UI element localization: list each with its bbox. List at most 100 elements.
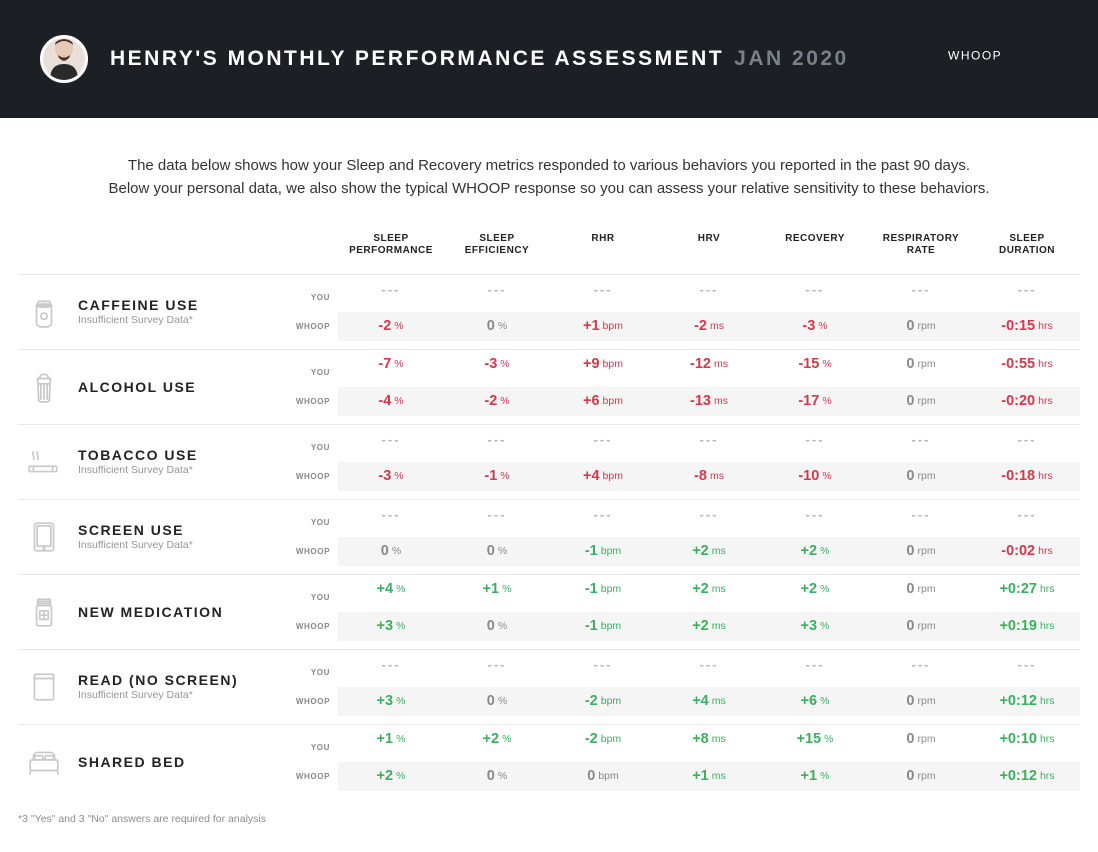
behavior-name: TOBACCO USE xyxy=(78,447,292,463)
data-cell: --- xyxy=(762,275,868,304)
data-cell: +6% xyxy=(762,687,868,716)
whoop-label: WHOOP xyxy=(292,762,330,790)
whoop-label: WHOOP xyxy=(292,387,330,415)
behavior-label-cell: CAFFEINE USEInsufficient Survey Data*YOU… xyxy=(18,275,338,349)
data-cell: --- xyxy=(656,500,762,529)
data-cell: --- xyxy=(656,650,762,679)
behavior-table: SLEEPPERFORMANCESLEEPEFFICIENCYRHRHRVREC… xyxy=(0,227,1098,809)
data-cell: 0% xyxy=(444,762,550,791)
row-label-column: YOUWHOOP xyxy=(292,658,338,716)
whoop-label: WHOOP xyxy=(292,537,330,565)
data-cell: -0:02hrs xyxy=(974,537,1080,566)
behavior-name: SCREEN USE xyxy=(78,522,292,538)
data-cell: +3% xyxy=(338,612,444,641)
behavior-name: SHARED BED xyxy=(78,754,292,770)
data-cell: --- xyxy=(762,425,868,454)
behavior-text: SHARED BED xyxy=(78,754,292,770)
data-cell: -2% xyxy=(444,387,550,416)
data-cell: --- xyxy=(550,275,656,304)
column-header: SLEEPDURATION xyxy=(974,233,1080,258)
data-cell: +2% xyxy=(762,537,868,566)
behavior-row: READ (NO SCREEN)Insufficient Survey Data… xyxy=(18,649,1080,724)
tablet-icon xyxy=(24,517,64,557)
data-cell: --- xyxy=(868,500,974,529)
data-cell: -7% xyxy=(338,350,444,379)
behavior-label-cell: TOBACCO USEInsufficient Survey Data*YOUW… xyxy=(18,425,338,499)
behavior-text: SCREEN USEInsufficient Survey Data* xyxy=(78,522,292,551)
data-cell: --- xyxy=(868,425,974,454)
data-cell: --- xyxy=(550,425,656,454)
you-label: YOU xyxy=(292,658,330,686)
behavior-row: TOBACCO USEInsufficient Survey Data*YOUW… xyxy=(18,424,1080,499)
row-label-column: YOUWHOOP xyxy=(292,283,338,341)
data-cell: +1% xyxy=(444,575,550,604)
page-date: JAN 2020 xyxy=(734,47,849,71)
behavior-label-cell: SCREEN USEInsufficient Survey Data*YOUWH… xyxy=(18,500,338,574)
column-header: SLEEPEFFICIENCY xyxy=(444,233,550,258)
data-cell: -3% xyxy=(338,462,444,491)
behavior-name: NEW MEDICATION xyxy=(78,604,292,620)
behavior-label-cell: READ (NO SCREEN)Insufficient Survey Data… xyxy=(18,650,338,724)
whoop-label: WHOOP xyxy=(292,612,330,640)
data-cell: -1bpm xyxy=(550,612,656,641)
data-cell: 0% xyxy=(444,612,550,641)
insufficient-data-note: Insufficient Survey Data* xyxy=(78,464,292,476)
behavior-row: CAFFEINE USEInsufficient Survey Data*YOU… xyxy=(18,274,1080,349)
behavior-row: NEW MEDICATIONYOUWHOOP+4%+1%-1bpm+2ms+2%… xyxy=(18,574,1080,649)
behavior-name: CAFFEINE USE xyxy=(78,297,292,313)
data-cell: --- xyxy=(550,500,656,529)
row-label-column: YOUWHOOP xyxy=(292,358,338,416)
data-cell: 0rpm xyxy=(868,312,974,341)
data-cell: --- xyxy=(338,275,444,304)
data-cell: +3% xyxy=(338,687,444,716)
data-cell: --- xyxy=(656,425,762,454)
data-cell: --- xyxy=(444,425,550,454)
you-label: YOU xyxy=(292,583,330,611)
data-cell: -2bpm xyxy=(550,687,656,716)
insufficient-data-note: Insufficient Survey Data* xyxy=(78,689,292,701)
column-header: RESPIRATORYRATE xyxy=(868,233,974,258)
data-cell: --- xyxy=(444,650,550,679)
insufficient-data-note: Insufficient Survey Data* xyxy=(78,539,292,551)
data-cell: -0:20hrs xyxy=(974,387,1080,416)
data-cell: 0rpm xyxy=(868,462,974,491)
data-cell: 0% xyxy=(444,537,550,566)
data-cell: 0rpm xyxy=(868,762,974,791)
insufficient-data-note: Insufficient Survey Data* xyxy=(78,314,292,326)
data-cell: +2% xyxy=(444,725,550,754)
footnote: *3 "Yes" and 3 "No" answers are required… xyxy=(0,809,1098,839)
whoop-label: WHOOP xyxy=(292,687,330,715)
data-cell: --- xyxy=(974,500,1080,529)
data-cell: -2ms xyxy=(656,312,762,341)
behavior-text: CAFFEINE USEInsufficient Survey Data* xyxy=(78,297,292,326)
data-cell: 0% xyxy=(338,537,444,566)
behavior-row: SHARED BEDYOUWHOOP+1%+2%-2bpm+8ms+15%0rp… xyxy=(18,724,1080,799)
data-cell: --- xyxy=(656,275,762,304)
data-cell: --- xyxy=(974,425,1080,454)
data-cell: -2% xyxy=(338,312,444,341)
data-cell: -0:18hrs xyxy=(974,462,1080,491)
data-cell: -12ms xyxy=(656,350,762,379)
data-cell: +0:19hrs xyxy=(974,612,1080,641)
data-cell: +1% xyxy=(338,725,444,754)
data-cell: -10% xyxy=(762,462,868,491)
behavior-row: ALCOHOL USEYOUWHOOP-7%-3%+9bpm-12ms-15%0… xyxy=(18,349,1080,424)
data-cell: -1bpm xyxy=(550,537,656,566)
data-cell: --- xyxy=(550,650,656,679)
data-cell: +1bpm xyxy=(550,312,656,341)
data-cell: --- xyxy=(974,650,1080,679)
intro-line-2: Below your personal data, we also show t… xyxy=(60,177,1038,200)
data-cell: +9bpm xyxy=(550,350,656,379)
data-cell: --- xyxy=(762,650,868,679)
you-label: YOU xyxy=(292,283,330,311)
avatar-person-icon xyxy=(44,35,84,80)
data-cell: +1ms xyxy=(656,762,762,791)
data-cell: --- xyxy=(974,275,1080,304)
data-cell: +2% xyxy=(338,762,444,791)
data-cell: 0% xyxy=(444,687,550,716)
row-label-column: YOUWHOOP xyxy=(292,508,338,566)
behavior-text: ALCOHOL USE xyxy=(78,379,292,395)
data-cell: +3% xyxy=(762,612,868,641)
whoop-logo-icon: WHOOP xyxy=(948,46,1058,66)
data-cell: --- xyxy=(338,425,444,454)
